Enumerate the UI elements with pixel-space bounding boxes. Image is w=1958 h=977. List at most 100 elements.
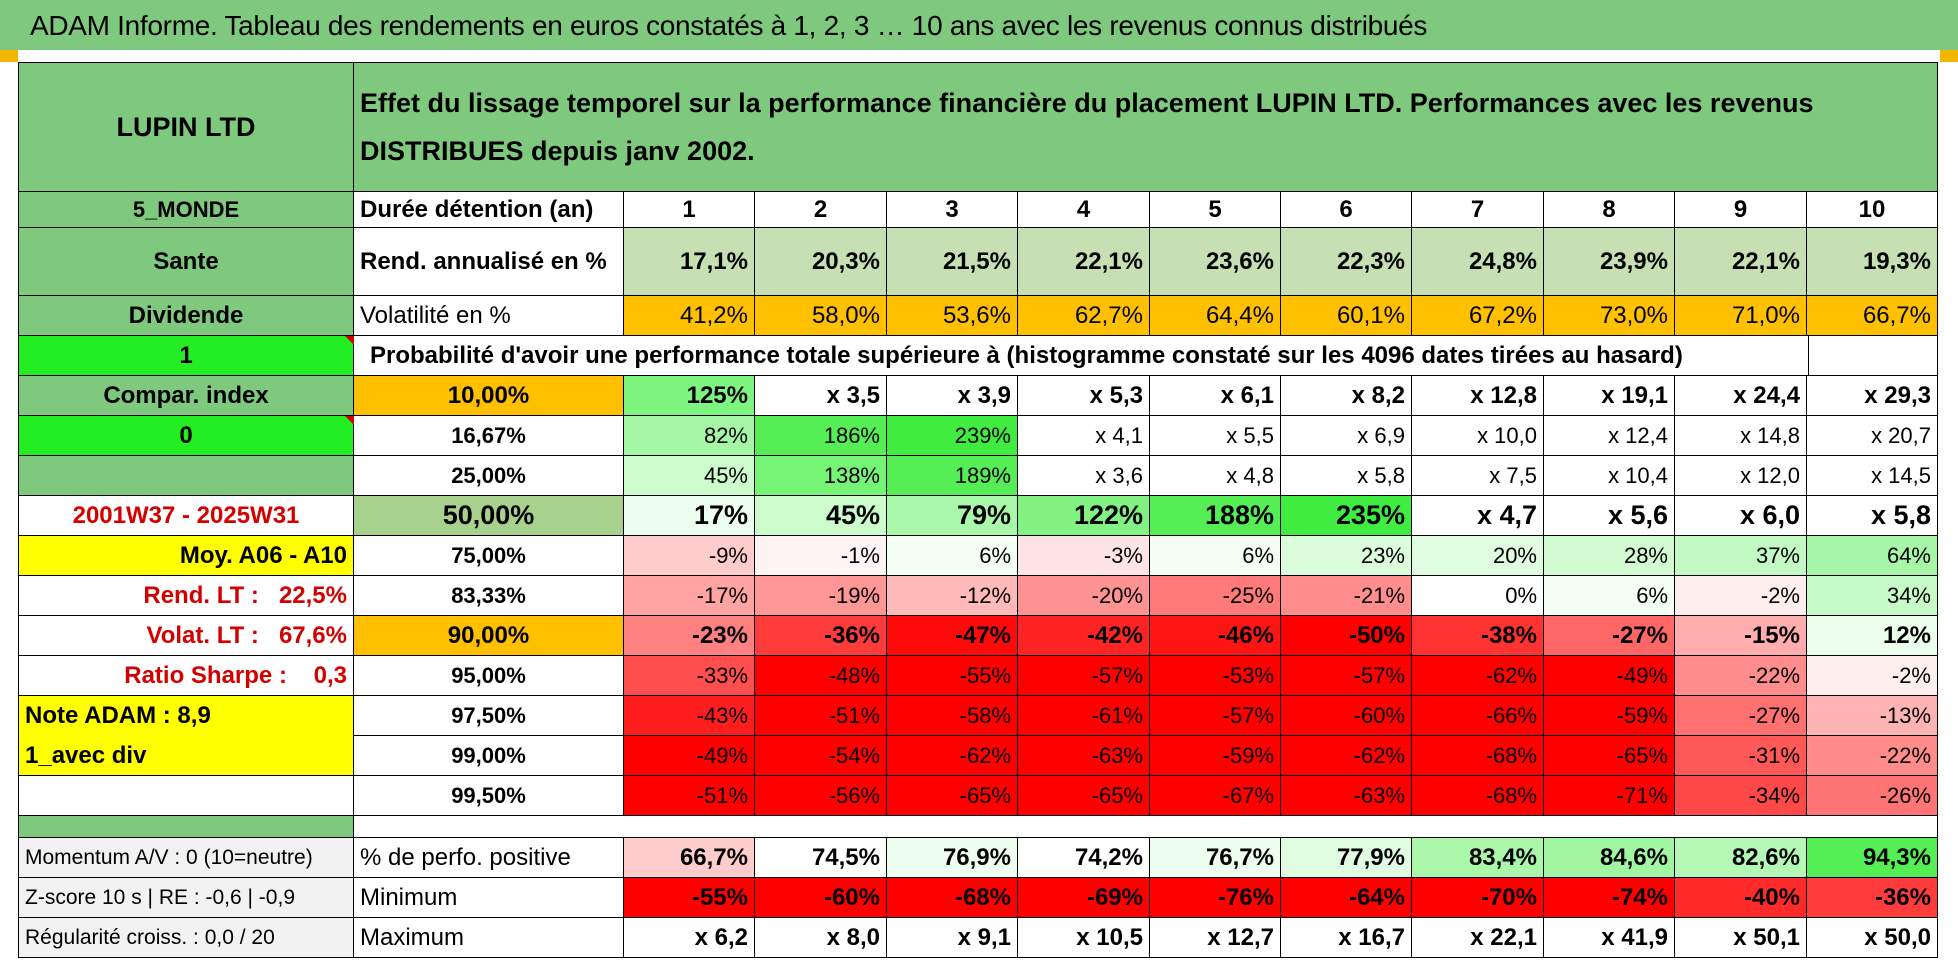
rend-lt: Rend. LT : 22,5%	[18, 576, 354, 616]
probability-cell: -23%	[624, 616, 755, 656]
zscore-label: Z-score 10 s | RE : -0,6 | -0,9	[18, 878, 354, 918]
corner-marker-right	[1940, 50, 1958, 62]
performance-table: LUPIN LTD Effet du lissage temporel sur …	[18, 62, 1938, 974]
probability-cell: -46%	[1150, 616, 1281, 656]
probability-cell: -57%	[1281, 656, 1412, 696]
volat-value: 64,4%	[1150, 296, 1281, 336]
stat-value: 77,9%	[1281, 838, 1412, 878]
volat-value: 41,2%	[624, 296, 755, 336]
asset-name: LUPIN LTD	[18, 62, 354, 192]
probability-cell: x 19,1	[1544, 376, 1675, 416]
probability-cell: x 10,0	[1412, 416, 1544, 456]
stat-value: -64%	[1281, 878, 1412, 918]
probability-cell: -38%	[1412, 616, 1544, 656]
probability-cell: -57%	[1018, 656, 1150, 696]
rend-value: 23,6%	[1150, 228, 1281, 296]
year-header-4: 4	[1018, 192, 1150, 228]
stat-value: -68%	[887, 878, 1018, 918]
stat-value: 76,7%	[1150, 838, 1281, 878]
probability-cell: -2%	[1807, 656, 1938, 696]
probability-cell: -49%	[1544, 656, 1675, 696]
stat-label: % de perfo. positive	[354, 838, 624, 878]
stat-value: 74,5%	[755, 838, 887, 878]
volat-value: 66,7%	[1807, 296, 1938, 336]
rend-value: 21,5%	[887, 228, 1018, 296]
probability-cell: 235%	[1281, 496, 1412, 536]
volat-value: 62,7%	[1018, 296, 1150, 336]
period-label: 2001W37 - 2025W31	[18, 496, 354, 536]
probability-cell: -65%	[1018, 776, 1150, 816]
probability-cell: 34%	[1807, 576, 1938, 616]
probability-threshold: 97,50%	[354, 696, 624, 736]
probability-cell: x 12,4	[1544, 416, 1675, 456]
probability-cell: x 8,2	[1281, 376, 1412, 416]
probability-cell: x 14,8	[1675, 416, 1807, 456]
probability-cell: 188%	[1150, 496, 1281, 536]
probability-threshold: 10,00%	[354, 376, 624, 416]
sharpe-ratio: Ratio Sharpe : 0,3	[18, 656, 354, 696]
stat-value: x 50,1	[1675, 918, 1807, 958]
probability-cell: -61%	[1018, 696, 1150, 736]
probability-cell: 6%	[1150, 536, 1281, 576]
volat-value: 60,1%	[1281, 296, 1412, 336]
probability-cell: x 7,5	[1412, 456, 1544, 496]
rend-lt-label: Rend. LT :	[143, 581, 259, 609]
probability-cell: -66%	[1412, 696, 1544, 736]
stat-value: x 6,2	[624, 918, 755, 958]
probability-cell: -50%	[1281, 616, 1412, 656]
volat-value: 73,0%	[1544, 296, 1675, 336]
stat-value: 66,7%	[624, 838, 755, 878]
mode-label: Dividende	[18, 296, 354, 336]
volat-lt-value: 67,6%	[278, 621, 347, 649]
probability-threshold: 50,00%	[354, 496, 624, 536]
probability-cell: -59%	[1544, 696, 1675, 736]
probability-cell: -58%	[887, 696, 1018, 736]
probability-cell: x 12,0	[1675, 456, 1807, 496]
stat-value: x 10,5	[1018, 918, 1150, 958]
stat-value: -55%	[624, 878, 755, 918]
probability-cell: -47%	[887, 616, 1018, 656]
probability-cell: x 3,5	[755, 376, 887, 416]
probability-cell: 6%	[1544, 576, 1675, 616]
probability-cell: -71%	[1544, 776, 1675, 816]
probability-cell: -68%	[1412, 736, 1544, 776]
probability-cell: -3%	[1018, 536, 1150, 576]
rend-value: 23,9%	[1544, 228, 1675, 296]
stat-label: Minimum	[354, 878, 624, 918]
probability-cell: -26%	[1807, 776, 1938, 816]
probability-cell: x 10,4	[1544, 456, 1675, 496]
rend-value: 20,3%	[755, 228, 887, 296]
probability-cell: x 5,6	[1544, 496, 1675, 536]
probability-label: Probabilité d'avoir une performance tota…	[354, 336, 1808, 376]
probability-cell: -57%	[1150, 696, 1281, 736]
probability-cell: x 20,7	[1807, 416, 1938, 456]
stat-value: 76,9%	[887, 838, 1018, 878]
probability-cell: -34%	[1675, 776, 1807, 816]
flag-zero[interactable]: 0	[18, 416, 354, 456]
probability-cell: 79%	[887, 496, 1018, 536]
probability-cell: x 5,3	[1018, 376, 1150, 416]
year-header-2: 2	[755, 192, 887, 228]
flag-one[interactable]: 1	[18, 336, 354, 376]
probability-cell: x 24,4	[1675, 376, 1807, 416]
probability-cell: -49%	[624, 736, 755, 776]
stat-value: -36%	[1807, 878, 1938, 918]
rend-value: 22,1%	[1018, 228, 1150, 296]
probability-cell: x 6,0	[1675, 496, 1807, 536]
stat-value: -74%	[1544, 878, 1675, 918]
volat-lt: Volat. LT : 67,6%	[18, 616, 354, 656]
stat-value: x 22,1	[1412, 918, 1544, 958]
stat-value: x 9,1	[887, 918, 1018, 958]
regularite-label: Régularité croiss. : 0,0 / 20	[18, 918, 354, 958]
report-title: ADAM Informe. Tableau des rendements en …	[0, 0, 1958, 50]
probability-cell: 12%	[1807, 616, 1938, 656]
stat-value: 94,3%	[1807, 838, 1938, 878]
probability-cell: -63%	[1281, 776, 1412, 816]
comment-marker-icon	[345, 416, 354, 425]
stat-value: -76%	[1150, 878, 1281, 918]
probability-threshold: 25,00%	[354, 456, 624, 496]
probability-cell: -62%	[1412, 656, 1544, 696]
moy-label: Moy. A06 - A10	[18, 536, 354, 576]
probability-cell: -9%	[624, 536, 755, 576]
probability-cell: x 5,8	[1807, 496, 1938, 536]
